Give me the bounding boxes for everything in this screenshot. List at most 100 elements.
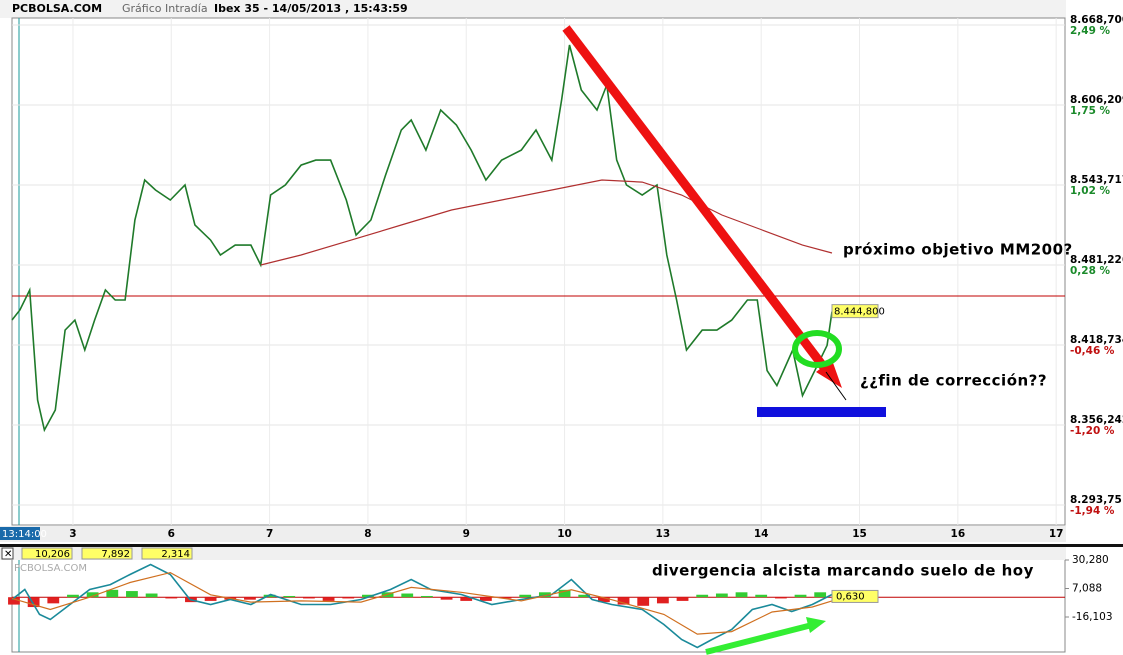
x-tick-label: 10	[557, 528, 572, 540]
legend-value: 2,314	[161, 549, 190, 560]
x-tick-label: 6	[168, 528, 175, 540]
legend-value: 10,206	[35, 549, 70, 560]
watermark: PCBOLSA.COM	[14, 563, 87, 574]
histogram-bar	[86, 592, 99, 598]
series-line	[11, 44, 833, 433]
y-tick-percent: 1,02 %	[1070, 185, 1111, 197]
histogram-bar	[263, 594, 276, 598]
arrow-head	[816, 360, 842, 388]
y-tick-label: 8.418,734	[1070, 334, 1123, 346]
histogram-bar	[656, 597, 669, 604]
y-tick-label: 8.293,751	[1070, 494, 1123, 506]
y-tick-label: 8.356,242	[1070, 414, 1123, 426]
y-tick-label: 8.668,700	[1070, 14, 1123, 26]
trend-arrow	[562, 25, 830, 373]
time-label-bg	[0, 527, 40, 540]
histogram-bar	[735, 592, 748, 598]
histogram-bar	[67, 594, 79, 598]
histogram-bar	[774, 597, 787, 599]
histogram-bar	[597, 597, 610, 603]
histogram-bar	[421, 595, 433, 598]
x-tick-label: 9	[463, 528, 470, 540]
legend-box	[141, 547, 193, 560]
histogram-bar	[617, 597, 630, 605]
histogram-bar	[303, 597, 315, 599]
histogram-bar	[165, 597, 178, 599]
histogram-bar	[578, 594, 591, 598]
histogram-bar	[47, 597, 60, 604]
x-axis-bar	[0, 526, 1066, 542]
x-tick-label: 14	[754, 528, 769, 540]
annotation: ¿¿fin de corrección??	[860, 372, 1047, 390]
y-tick-percent: -1,20 %	[1070, 425, 1115, 437]
last-price-label: 8.444,800	[834, 307, 885, 318]
histogram-bar	[362, 594, 374, 598]
histogram-bar	[283, 595, 296, 598]
histogram-bar	[637, 597, 650, 606]
x-tick-label: 8	[364, 528, 371, 540]
arrow-head	[806, 617, 826, 633]
histogram-bar	[755, 594, 768, 598]
highlight-circle	[792, 330, 842, 368]
histogram-bar	[126, 591, 138, 598]
y-tick-label: 8.481,226	[1070, 254, 1123, 266]
y-tick-percent: 1,75 %	[1070, 105, 1111, 117]
instrument: Ibex 35 - 14/05/2013 , 15:43:59	[214, 2, 408, 15]
separator	[0, 544, 1123, 547]
histogram-bar	[401, 593, 414, 598]
site-name: PCBOLSA.COM	[12, 2, 102, 15]
support-bar	[757, 407, 886, 417]
series-line	[260, 179, 833, 266]
legend-box	[21, 547, 73, 560]
x-tick-label: 16	[951, 528, 966, 540]
last-price-box	[831, 304, 879, 319]
last-value-label: 0,630	[836, 591, 865, 602]
histogram-bar	[145, 593, 158, 598]
series-line	[11, 571, 833, 635]
x-tick-label: 13	[656, 528, 671, 540]
plot-layer: 8.668,7002,49 %8.606,2091,75 %8.543,7171…	[0, 14, 1123, 649]
y-tick-percent: -0,46 %	[1070, 345, 1115, 357]
histogram-bar	[499, 597, 512, 599]
legend-value: 7,892	[101, 549, 130, 560]
histogram-bar	[814, 592, 827, 598]
histogram-bar	[440, 597, 453, 600]
y-tick-label: 30,280	[1072, 554, 1109, 566]
histogram-bar	[696, 594, 709, 598]
chart-kind: Gráfico Intradía	[122, 2, 208, 15]
histogram-bar	[244, 597, 256, 600]
histogram-bar	[558, 589, 571, 598]
histogram-bar	[519, 594, 532, 598]
histogram-bar	[715, 593, 728, 598]
close-x[interactable]: ✕	[4, 549, 12, 560]
histogram-bar	[106, 589, 119, 598]
price-frame	[11, 17, 1066, 526]
histogram-bar	[676, 597, 689, 601]
annotation: próximo objetivo MM200?	[843, 241, 1073, 259]
x-tick-label: 7	[266, 528, 273, 540]
histogram-bar	[480, 597, 492, 601]
time-label: 13:14:00	[2, 529, 47, 540]
y-tick-percent: 2,49 %	[1070, 25, 1111, 37]
histogram-bar	[27, 597, 40, 608]
histogram-bar	[342, 597, 355, 599]
y-tick-label: 8.606,209	[1070, 94, 1123, 106]
y-tick-label: 7,088	[1072, 582, 1102, 594]
y-tick-percent: -1,94 %	[1070, 505, 1115, 517]
header-bar	[0, 0, 1066, 18]
legend-box	[81, 547, 133, 560]
y-tick-label: 8.543,717	[1070, 174, 1123, 186]
y-tick-percent: 0,28 %	[1070, 265, 1111, 277]
last-value-box	[831, 589, 879, 603]
histogram-bar	[794, 594, 807, 598]
x-tick-label: 17	[1049, 528, 1064, 540]
histogram-bar	[460, 597, 473, 601]
close-box	[1, 547, 14, 560]
series-line	[11, 563, 833, 649]
divergence-arrow	[705, 622, 813, 655]
y-tick-label: -16,103	[1072, 611, 1113, 623]
histogram-bar	[8, 597, 20, 605]
histogram-bar	[322, 597, 335, 601]
